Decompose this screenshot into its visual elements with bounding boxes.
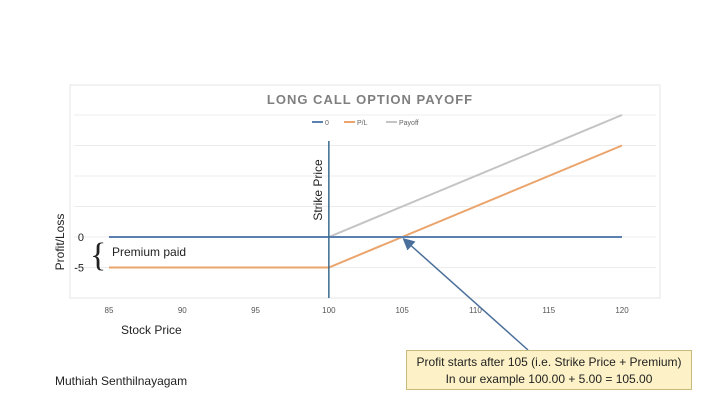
- legend: 0 P/L Payoff: [312, 120, 419, 127]
- strike-price-label: Strike Price: [311, 159, 325, 221]
- x-tick-label: 115: [542, 306, 555, 315]
- x-tick-label: 105: [395, 306, 409, 315]
- callout-arrow: [402, 238, 529, 351]
- author-name: Muthiah Senthilnayagam: [55, 374, 188, 388]
- y-tick-label: -5: [74, 263, 84, 275]
- y-axis-label: Profit/Loss: [53, 214, 67, 271]
- y-tick-label: 0: [78, 232, 84, 244]
- x-tick-label: 100: [322, 306, 336, 315]
- x-tick-label: 95: [251, 306, 260, 315]
- x-axis-label: Stock Price: [121, 323, 182, 337]
- x-tick-label: 85: [105, 306, 114, 315]
- x-tick-labels: 85 90 95 100 105 110 115 120: [105, 306, 630, 315]
- premium-brace: {: [90, 237, 106, 274]
- y-tick-labels: 0 -5: [74, 232, 84, 275]
- legend-label: P/L: [357, 120, 368, 127]
- premium-paid-label: Premium paid: [112, 245, 186, 259]
- plot-frame: [69, 84, 661, 299]
- x-tick-label: 110: [469, 306, 482, 315]
- x-tick-label: 90: [178, 306, 187, 315]
- x-tick-label: 120: [615, 306, 629, 315]
- chart-title: LONG CALL OPTION PAYOFF: [267, 92, 473, 107]
- callout-box: Profit starts after 105 (i.e. Strike Pri…: [406, 350, 692, 390]
- callout-line-2: In our example 100.00 + 5.00 = 105.00: [445, 372, 653, 386]
- legend-label: Payoff: [399, 120, 419, 127]
- callout-line-1: Profit starts after 105 (i.e. Strike Pri…: [416, 355, 682, 369]
- legend-label: 0: [325, 120, 329, 127]
